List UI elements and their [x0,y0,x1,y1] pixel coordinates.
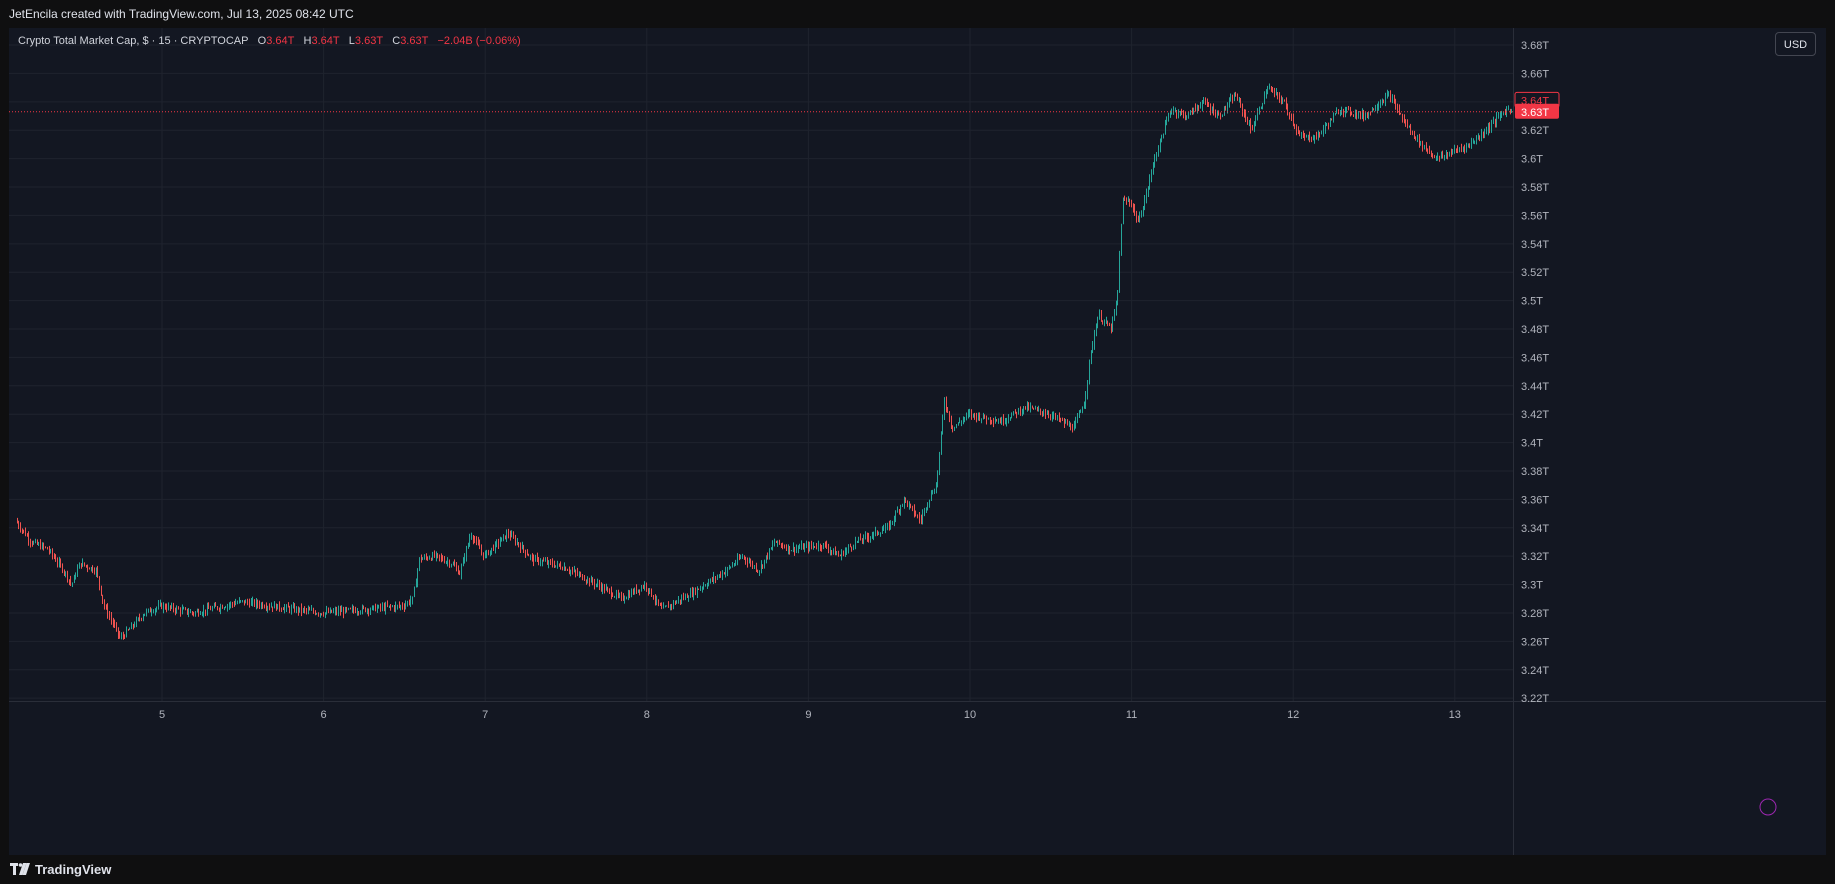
y-tick-label: 3.28T [1521,608,1549,620]
x-tick-label: 9 [805,709,811,721]
legend-high-value: 3.64T [311,35,340,47]
last-price-badge [1515,103,1559,119]
legend-open-label: O [257,35,267,47]
legend-open-value: 3.64T [266,35,295,47]
x-tick-label: 12 [1287,709,1299,721]
legend-low-value: 3.63T [354,35,384,47]
y-tick-label: 3.58T [1521,182,1549,194]
y-tick-label: 3.46T [1521,352,1549,364]
candles-layer [17,83,1512,640]
y-tick-label: 3.5T [1521,296,1543,308]
legend-low-label: L [348,35,355,47]
y-tick-label: 3.32T [1521,551,1549,563]
y-tick-label: 3.26T [1521,636,1549,648]
y-tick-label: 3.44T [1521,381,1549,393]
y-tick-label: 3.3T [1521,580,1543,592]
x-tick-label: 11 [1126,709,1137,721]
grid-lines [9,28,1826,855]
y-tick-label: 3.38T [1521,466,1549,478]
scroll-to-latest-icon[interactable] [1759,798,1777,816]
y-tick-label: 3.6T [1521,154,1543,166]
legend-high-label: H [303,35,312,47]
x-tick-label: 10 [964,709,976,721]
x-tick-label: 6 [321,709,327,721]
footer-bar [0,855,1835,884]
chart-credit: JetEncila created with TradingView.com, … [9,7,354,21]
legend-close-label: C [392,35,401,47]
candlestick-chart[interactable]: 5 6 7 8 9 10 11 12 13 3.22T3.24T3.26T3.28T3.3T3.… [9,28,1826,855]
x-tick-label: 13 [1449,709,1461,721]
y-tick-label: 3.54T [1521,239,1549,251]
top-bar [0,0,1835,28]
y-tick-label: 3.22T [1521,693,1549,705]
y-axis: 3.22T 3.24T 3.26T 3.28T 3.3T 3.32T 3.34T 3.36T 3… [1521,40,1549,705]
chart-panel[interactable]: 5 6 7 8 9 10 11 12 13 3.22T 3.24T 3.26T 3.28T 3.3T 3.… [9,28,1826,855]
tradingview-logo-icon [10,863,30,875]
y-tick-label: 3.56T [1521,210,1549,222]
y-tick-label: 3.34T [1521,523,1549,535]
y-tick-label: 3.48T [1521,324,1549,336]
currency-button[interactable]: USD [1775,32,1816,56]
chart-legend: Crypto Total Market Cap, $ · 15 · CRYPTO… [18,35,521,47]
x-tick-label: 7 [482,709,488,721]
y-tick-label: 3.24T [1521,665,1549,677]
y-tick-label: 3.68T [1521,40,1549,52]
last-price-label: 3.63T [1521,107,1549,119]
x-axis: 5 6 7 8 9 10 11 12 13 [159,709,1461,721]
y-tick-label: 3.52T [1521,267,1549,279]
x-tick-label: 5 [159,709,165,721]
y-tick-label: 3.62T [1521,125,1549,137]
x-tick-label: 8 [644,709,650,721]
legend-symbol: Crypto Total Market Cap, $ · 15 · CRYPTO… [18,35,249,47]
legend-close-value: 3.63T [400,35,429,47]
tradingview-brand[interactable]: TradingView [10,861,111,877]
legend-change: −2.04B (−0.06%) [437,35,521,47]
y-tick-label: 3.66T [1521,68,1549,80]
y-tick-label: 3.4T [1521,438,1543,450]
y-tick-label: 3.36T [1521,494,1549,506]
y-tick-label: 3.42T [1521,409,1549,421]
brand-name: TradingView [35,861,112,877]
